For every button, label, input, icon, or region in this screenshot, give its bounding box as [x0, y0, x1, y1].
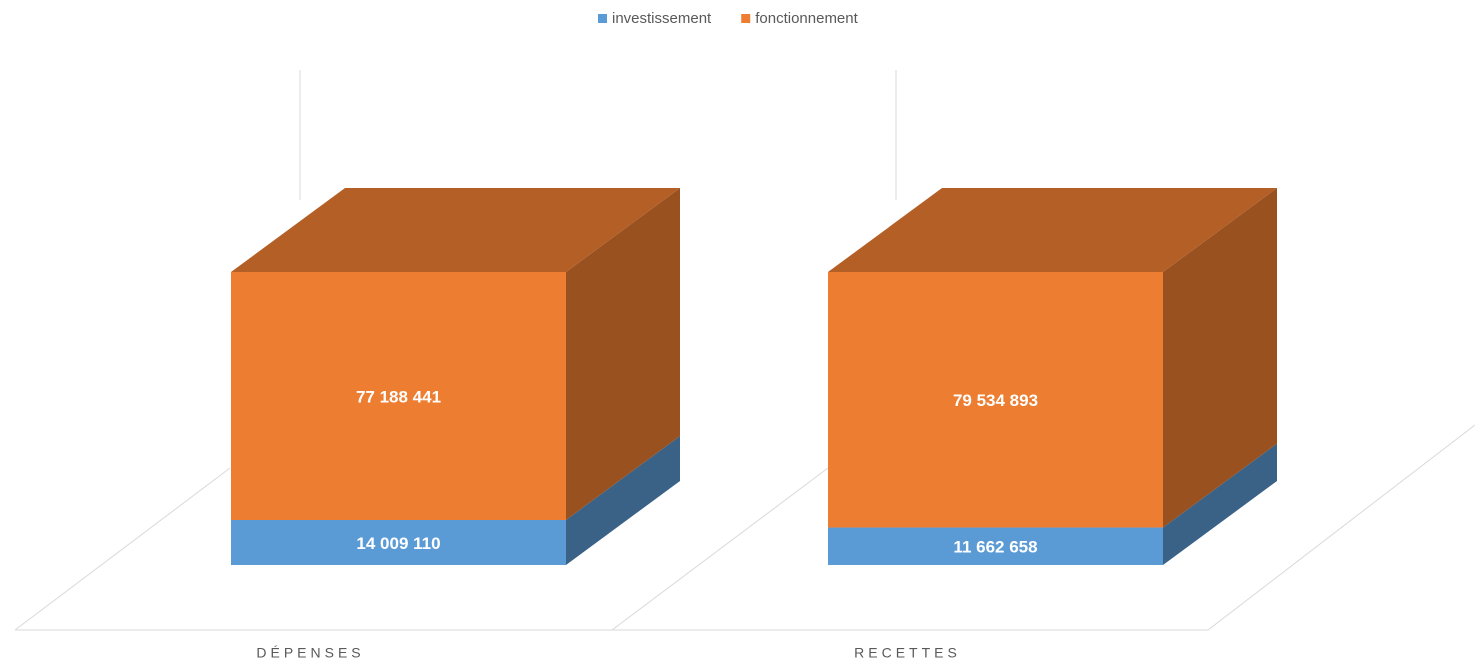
bar-top: [231, 188, 680, 272]
floor: [14, 70, 1475, 631]
data-label: 79 534 893: [953, 391, 1038, 410]
data-label: 14 009 110: [356, 534, 440, 553]
bar: [231, 519, 566, 565]
bar-side: [566, 188, 680, 520]
bar-side: [1163, 188, 1277, 528]
bar: [828, 272, 1163, 528]
legend-label: investissement: [612, 10, 712, 27]
bar: [231, 272, 566, 520]
data-label: 77 188 441: [356, 387, 441, 406]
legend-swatch: [598, 14, 607, 23]
x-tick-label: RECETTES: [854, 645, 961, 661]
x-tick-label: DÉPENSES: [256, 645, 364, 661]
bar: [828, 527, 1163, 565]
bar-top: [828, 188, 1277, 272]
data-label: 11 662 658: [953, 538, 1037, 557]
legend-swatch: [741, 14, 751, 23]
legend-label: fonctionnement: [755, 10, 858, 27]
bar-side: [566, 435, 680, 565]
bar-side: [1163, 443, 1277, 565]
